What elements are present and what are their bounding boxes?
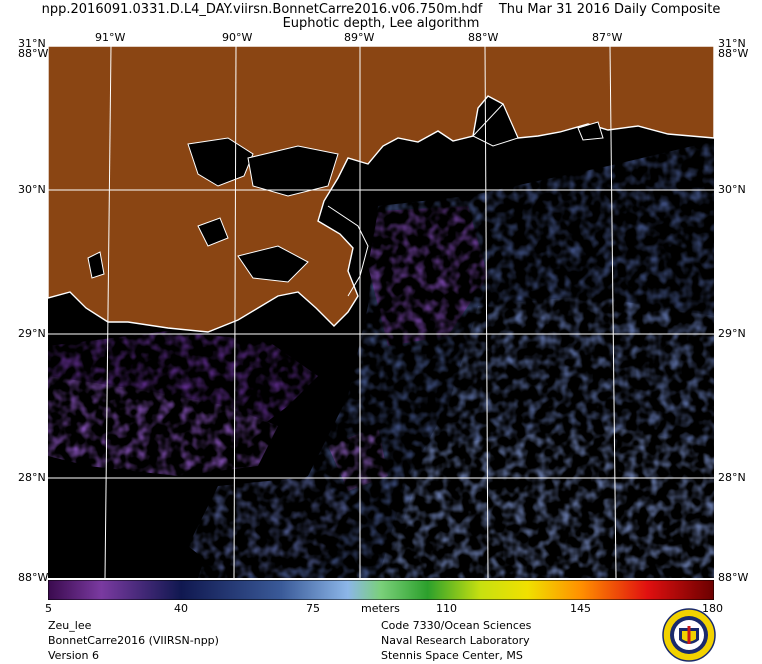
nrl-seal-logo: [662, 608, 716, 662]
graticule: [48, 46, 714, 578]
lat-label-right-29n: 29°N: [718, 327, 746, 340]
colorbar-tick-110: 110: [436, 602, 457, 615]
dataset-name: BonnetCarre2016 (VIIRSN-npp): [48, 634, 219, 647]
org-code: Code 7330/Ocean Sciences: [381, 619, 532, 632]
meridian-87w: [609, 46, 617, 578]
corner-label-top-left: 88°W: [18, 47, 49, 60]
corner-label-top-right: 88°W: [718, 47, 749, 60]
inland-water: [87, 103, 604, 283]
version-label: Version 6: [48, 649, 99, 662]
product-title: npp.2016091.0331.D.L4_DAY.viirsn.BonnetC…: [41, 2, 721, 17]
corner-label-bottom-left: 88°W: [18, 571, 49, 584]
delta-channel: [327, 205, 369, 297]
colorbar-min-label: 5: [45, 602, 52, 615]
meridian-88w: [484, 46, 489, 578]
org-name: Naval Research Laboratory: [381, 634, 530, 647]
water-retrievals: [48, 141, 714, 578]
lon-label-89w: 89°W: [344, 31, 375, 44]
org-location: Stennis Space Center, MS: [381, 649, 523, 662]
map-subtitle: Euphotic depth, Lee algorithm: [282, 16, 480, 31]
land: [48, 46, 714, 333]
lat-label-left-30n: 30°N: [18, 183, 46, 196]
lat-label-right-31n: 31°N: [718, 37, 746, 50]
colorbar-max-label: 180: [702, 602, 723, 615]
lon-label-91w: 91°W: [95, 31, 126, 44]
colorbar-tick-40: 40: [174, 602, 188, 615]
lon-label-90w: 90°W: [222, 31, 253, 44]
lat-label-right-30n: 30°N: [718, 183, 746, 196]
lat-label-right-28n: 28°N: [718, 471, 746, 484]
lon-label-88w: 88°W: [468, 31, 499, 44]
euphotic-depth-map: [48, 46, 714, 578]
colorbar-tick-145: 145: [570, 602, 591, 615]
meridian-90w: [233, 46, 237, 578]
corner-label-bottom-right: 88°W: [718, 571, 749, 584]
product-name: Zeu_lee: [48, 619, 92, 632]
colorbar-tick-75: 75: [306, 602, 320, 615]
colorbar: [48, 580, 714, 600]
meridian-91w: [104, 46, 112, 578]
lat-label-left-28n: 28°N: [18, 471, 46, 484]
lat-label-left-29n: 29°N: [18, 327, 46, 340]
colorbar-unit: meters: [361, 602, 400, 615]
lon-label-87w: 87°W: [592, 31, 623, 44]
lat-label-left-31n: 31°N: [18, 37, 46, 50]
